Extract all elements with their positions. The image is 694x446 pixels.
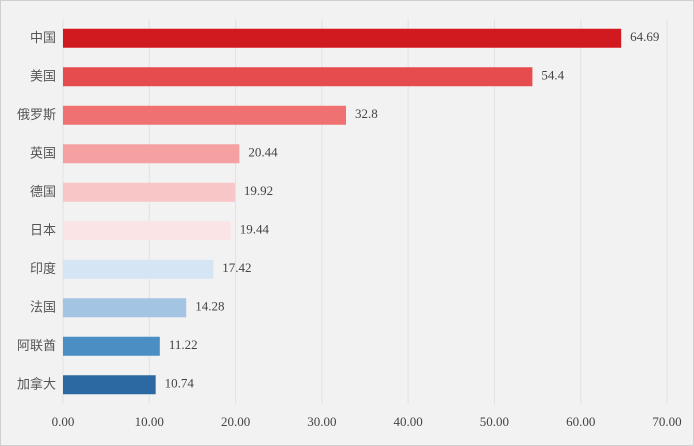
value-label: 20.44	[248, 145, 278, 160]
value-label: 64.69	[630, 29, 659, 44]
x-tick-label: 0.00	[52, 414, 75, 429]
y-tick-label: 中国	[30, 31, 56, 46]
value-label: 14.28	[195, 299, 224, 314]
y-tick-label: 法国	[30, 300, 56, 315]
bar	[63, 144, 240, 164]
value-label: 17.42	[222, 260, 251, 275]
y-tick-label: 德国	[30, 185, 56, 200]
y-tick-label: 阿联酋	[17, 338, 56, 354]
value-label: 10.74	[165, 376, 195, 391]
bar	[63, 28, 622, 48]
y-tick-label: 美国	[30, 69, 56, 84]
x-tick-label: 20.00	[221, 414, 250, 429]
value-label: 19.92	[244, 183, 273, 198]
bar	[63, 67, 533, 87]
value-label: 54.4	[541, 68, 564, 83]
x-tick-label: 30.00	[307, 414, 336, 429]
value-label: 19.44	[240, 222, 270, 237]
x-tick-label: 10.00	[135, 414, 164, 429]
value-label: 11.22	[169, 337, 198, 352]
bar	[63, 221, 231, 241]
bar	[63, 105, 347, 125]
y-tick-label: 英国	[30, 146, 56, 161]
bar	[63, 336, 160, 356]
x-tick-label: 70.00	[652, 414, 681, 429]
bar	[63, 375, 156, 395]
x-tick-label: 50.00	[480, 414, 509, 429]
x-tick-label: 60.00	[566, 414, 595, 429]
y-tick-label: 俄罗斯	[17, 108, 56, 123]
value-label: 32.8	[355, 106, 378, 121]
y-tick-label: 印度	[30, 261, 56, 277]
x-tick-label: 40.00	[394, 414, 423, 429]
bar	[63, 259, 214, 279]
y-tick-label: 加拿大	[17, 376, 56, 392]
bar	[63, 182, 235, 202]
y-tick-label: 日本	[30, 223, 56, 238]
bar	[63, 298, 187, 318]
